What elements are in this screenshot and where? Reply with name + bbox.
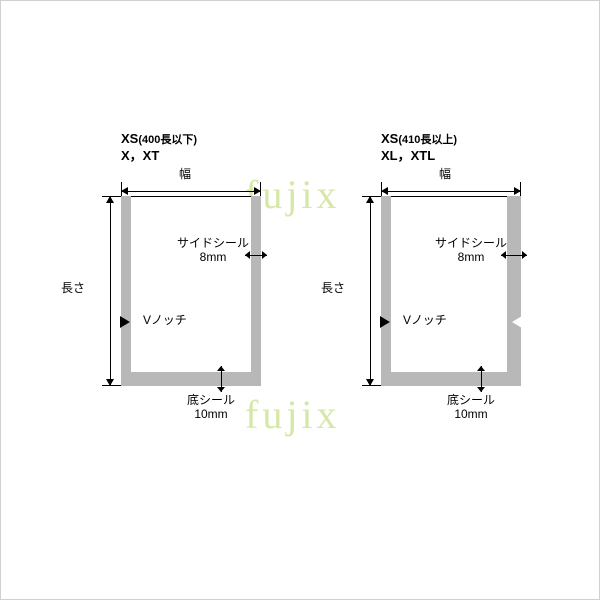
title-left: XS(400長以下) X，XT bbox=[121, 131, 197, 165]
title-left-line1: XS bbox=[121, 131, 138, 146]
diagram-area: XS(400長以下) X，XT 幅 長さ bbox=[61, 131, 551, 461]
length-dim-right bbox=[365, 196, 375, 386]
bag-right: サイドシール 8mm Vノッチ bbox=[381, 196, 521, 386]
vnotch-label-left: Vノッチ bbox=[143, 313, 187, 327]
title-right-line1: XS bbox=[381, 131, 398, 146]
length-label-right: 長さ bbox=[321, 281, 345, 295]
bottom-seal-arrow-left bbox=[217, 366, 227, 392]
seal-right-l bbox=[251, 196, 261, 386]
vnotch-left bbox=[120, 316, 130, 328]
length-dim-left bbox=[105, 196, 115, 386]
vnotch-right-r bbox=[512, 316, 522, 328]
length-label-left: 長さ bbox=[61, 281, 85, 295]
vnotch-right-l bbox=[380, 316, 390, 328]
width-label-left: 幅 bbox=[179, 167, 191, 181]
title-left-line2: X，XT bbox=[121, 148, 159, 163]
seal-left-l bbox=[121, 196, 131, 386]
bag-outline-right bbox=[381, 196, 521, 386]
width-dim-left bbox=[121, 186, 261, 196]
seal-right-r bbox=[507, 196, 521, 386]
seal-left-r bbox=[381, 196, 391, 386]
side-seal-label-left: サイドシール 8mm bbox=[173, 236, 253, 265]
bag-outline-left bbox=[121, 196, 261, 386]
seal-bottom-r bbox=[381, 372, 521, 386]
title-right: XS(410長以上) XL，XTL bbox=[381, 131, 457, 165]
bottom-seal-arrow-right bbox=[477, 366, 487, 392]
vnotch-label-right: Vノッチ bbox=[403, 313, 447, 327]
title-right-note: (410長以上) bbox=[398, 134, 457, 146]
seal-bottom-l bbox=[121, 372, 261, 386]
side-seal-label-right: サイドシール 8mm bbox=[431, 236, 511, 265]
bag-left: サイドシール 8mm Vノッチ bbox=[121, 196, 261, 386]
bottom-seal-label-left: 底シール 10mm bbox=[171, 393, 251, 422]
bottom-seal-label-right: 底シール 10mm bbox=[431, 393, 511, 422]
width-label-right: 幅 bbox=[439, 167, 451, 181]
title-right-line2: XL，XTL bbox=[381, 148, 435, 163]
title-left-note: (400長以下) bbox=[138, 134, 197, 146]
width-dim-right bbox=[381, 186, 521, 196]
